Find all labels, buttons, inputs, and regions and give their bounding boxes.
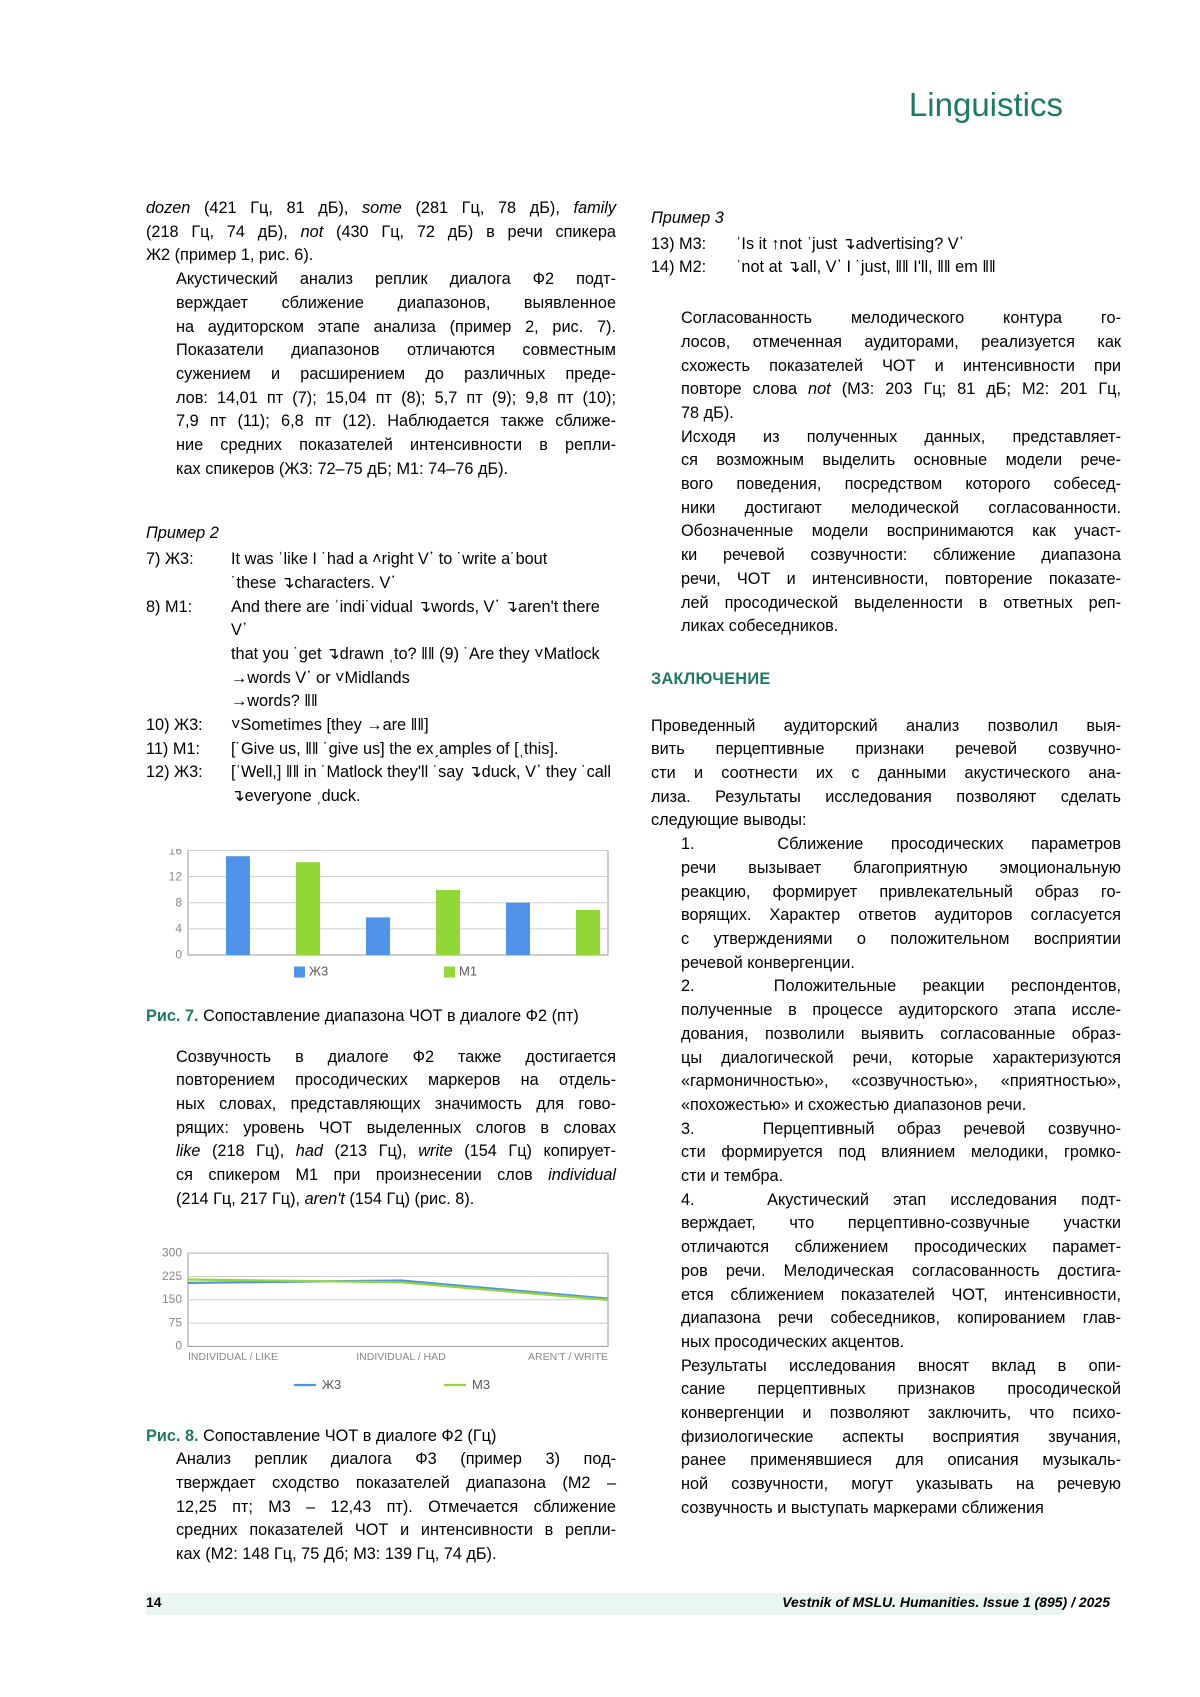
- svg-text:INDIVIDUAL / LIKE: INDIVIDUAL / LIKE: [188, 1351, 278, 1363]
- svg-text:150: 150: [162, 1292, 182, 1306]
- svg-text:75: 75: [169, 1315, 183, 1329]
- svg-text:8: 8: [175, 895, 182, 909]
- svg-text:0: 0: [175, 1338, 182, 1352]
- svg-text:М3: М3: [472, 1377, 490, 1392]
- svg-text:4: 4: [175, 922, 182, 936]
- svg-text:300: 300: [162, 1245, 182, 1259]
- svg-text:225: 225: [162, 1268, 182, 1282]
- svg-text:Ж3: Ж3: [322, 1377, 341, 1392]
- svg-text:AREN'T / WRITE: AREN'T / WRITE: [528, 1351, 608, 1363]
- svg-text:Ж3: Ж3: [309, 963, 328, 978]
- svg-text:INDIVIDUAL / HAD: INDIVIDUAL / HAD: [356, 1351, 446, 1363]
- svg-text:12: 12: [169, 869, 183, 883]
- svg-text:16: 16: [169, 849, 183, 858]
- svg-text:0: 0: [175, 947, 182, 961]
- svg-text:М1: М1: [459, 963, 477, 978]
